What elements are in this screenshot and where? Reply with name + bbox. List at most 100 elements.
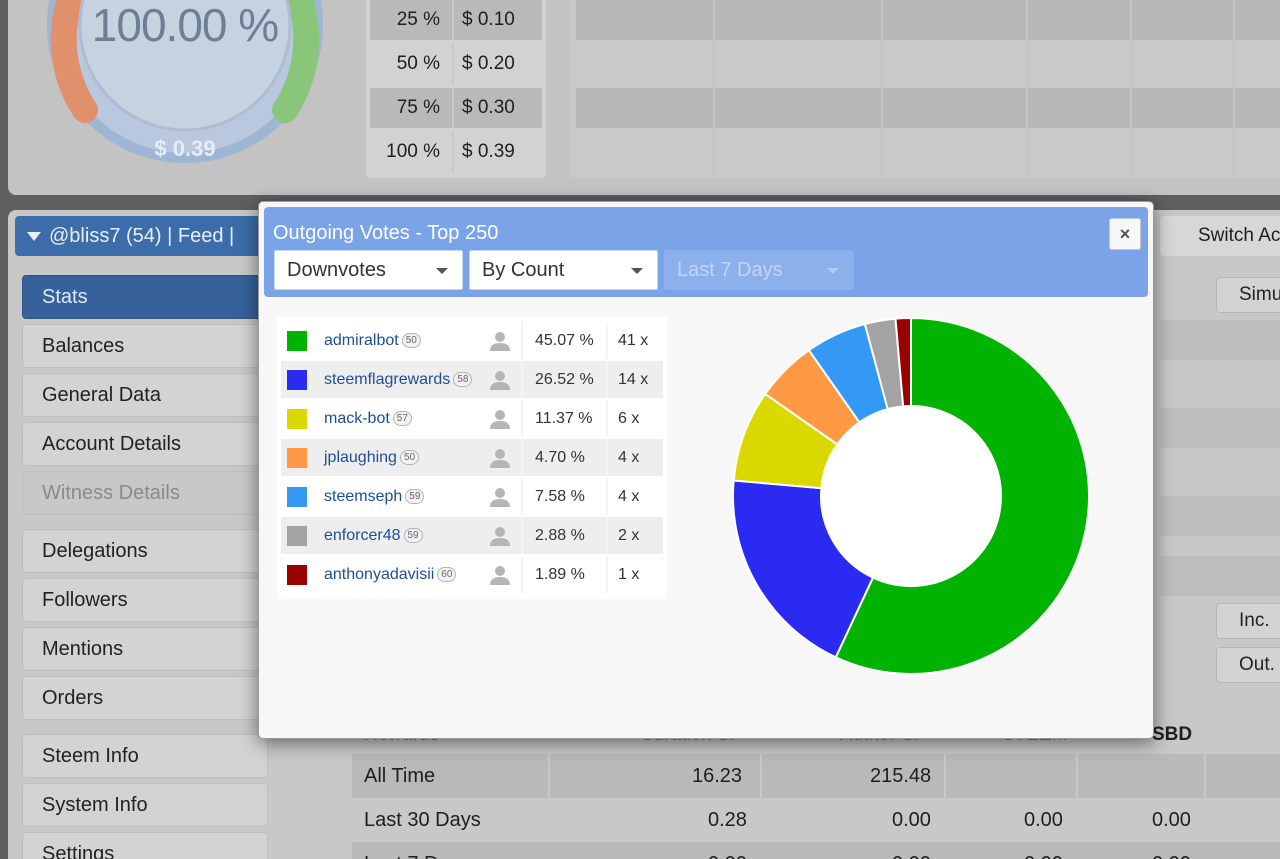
table-row: admiralbot 50 45.07 % 41 x — [281, 322, 663, 359]
table-row: anthonyadavisii 60 1.89 % 1 x — [281, 556, 663, 593]
nav-item-account-details[interactable]: Account Details — [22, 422, 268, 466]
incoming-button[interactable]: Inc. — [1216, 603, 1280, 639]
vote-percent: 26.52 % — [535, 371, 594, 388]
vote-percent: 50 % — [370, 44, 454, 84]
sort-select[interactable]: By Count — [469, 250, 658, 290]
color-swatch — [287, 331, 307, 351]
nav-item-mentions[interactable]: Mentions — [22, 627, 268, 671]
nav-item-stats[interactable]: Stats — [22, 275, 268, 319]
account-link[interactable]: steemflagrewards 58 — [324, 371, 473, 389]
nav-item-witness-details: Witness Details — [22, 471, 268, 515]
table-row — [1160, 408, 1280, 448]
reputation-badge: 50 — [399, 450, 420, 466]
nav-item-system-info[interactable]: System Info — [22, 783, 268, 827]
switch-account-button[interactable]: Switch Ac — [1160, 216, 1280, 256]
nav-item-orders[interactable]: Orders — [22, 676, 268, 720]
curation-sp: 0.28 — [708, 809, 747, 831]
color-swatch — [287, 487, 307, 507]
donut-slice-anthonyadavisii[interactable] — [894, 316, 912, 408]
cell-divider — [521, 556, 523, 593]
outgoing-button[interactable]: Out. — [1216, 647, 1280, 683]
vote-count: 4 x — [618, 488, 640, 505]
column-divider — [1130, 0, 1132, 178]
user-icon[interactable] — [489, 564, 511, 586]
user-icon[interactable] — [489, 330, 511, 352]
reputation-badge: 59 — [405, 489, 425, 505]
top-right-table — [570, 0, 1280, 178]
table-row — [1160, 496, 1280, 536]
donut-slice-admiralbot[interactable] — [834, 316, 1090, 675]
vote-count: 6 x — [618, 410, 640, 427]
account-name: anthonyadavisii — [324, 566, 435, 583]
vote-percent: 7.58 % — [535, 488, 585, 505]
color-swatch — [287, 526, 307, 546]
account-link[interactable]: jplaughing 50 — [324, 449, 420, 467]
cell-divider — [521, 322, 523, 359]
vote-count: 14 x — [618, 371, 649, 388]
sbd: 0.00 — [1152, 842, 1191, 859]
nav-item-settings[interactable]: Settings — [22, 832, 268, 859]
vote-value-row: 100 % $ 0.39 — [370, 132, 542, 172]
column-header: SBD — [1152, 724, 1193, 745]
vote-type-select[interactable]: Downvotes — [274, 250, 463, 290]
table-row: jplaughing 50 4.70 % 4 x — [281, 439, 663, 476]
row-label: Last 7 Days — [364, 842, 470, 859]
reputation-badge: 59 — [403, 528, 423, 544]
donut-slice-steemflagrewards[interactable] — [732, 479, 875, 659]
account-link[interactable]: admiralbot 50 — [324, 332, 421, 350]
steem: 0.00 — [1024, 842, 1063, 859]
row-label: Last 30 Days — [364, 809, 481, 831]
nav-item-general-data[interactable]: General Data — [22, 373, 268, 417]
column-divider — [713, 0, 715, 178]
vote-value-table: 25 % $ 0.10 50 % $ 0.20 75 % $ 0.30 100 … — [366, 0, 546, 178]
reputation-badge: 50 — [401, 333, 421, 349]
nav-item-followers[interactable]: Followers — [22, 578, 268, 622]
cell-divider — [760, 754, 762, 798]
vote-percent: 25 % — [370, 0, 454, 40]
user-icon[interactable] — [489, 369, 511, 391]
cell-divider — [521, 400, 523, 437]
cell-divider — [606, 361, 608, 398]
color-swatch — [287, 448, 307, 468]
vote-percent: 100 % — [370, 132, 454, 172]
account-link[interactable]: anthonyadavisii 60 — [324, 566, 457, 584]
account-name: admiralbot — [324, 332, 399, 349]
nav-item-balances[interactable]: Balances — [22, 324, 268, 368]
table-row: All Time 16.23 215.48 — [352, 754, 1280, 798]
account-link[interactable]: steemseph 59 — [324, 488, 425, 506]
color-swatch — [287, 370, 307, 390]
close-button[interactable]: × — [1109, 218, 1141, 250]
steem: 0.00 — [1024, 809, 1063, 831]
table-row — [1160, 320, 1280, 360]
curation-sp: 16.23 — [692, 765, 743, 787]
cell-divider — [606, 478, 608, 515]
account-name: steemseph — [324, 488, 403, 505]
chevron-down-icon — [631, 268, 643, 274]
nav-item-steem-info[interactable]: Steem Info — [22, 734, 268, 778]
user-icon[interactable] — [489, 408, 511, 430]
user-icon[interactable] — [489, 486, 511, 508]
chevron-down-icon — [827, 268, 839, 274]
account-link[interactable]: mack-bot 57 — [324, 410, 412, 428]
curation-sp: 0.00 — [708, 842, 747, 859]
voting-power-value: 100.00 % — [91, 0, 279, 51]
cell-divider — [521, 439, 523, 476]
column-divider — [1233, 0, 1235, 178]
user-icon[interactable] — [489, 525, 511, 547]
user-icon[interactable] — [489, 447, 511, 469]
vote-percent: 11.37 % — [535, 410, 593, 427]
vote-percent: 75 % — [370, 88, 454, 128]
account-link[interactable]: enforcer48 59 — [324, 527, 423, 545]
cell-divider — [944, 754, 946, 798]
vote-value-row: 75 % $ 0.30 — [370, 88, 542, 128]
table-row — [576, 0, 1280, 40]
simulate-button[interactable]: Simu — [1216, 277, 1280, 313]
vote-percent: 4.70 % — [535, 449, 585, 466]
cell-divider — [606, 322, 608, 359]
nav-item-delegations[interactable]: Delegations — [22, 529, 268, 573]
modal-title: Outgoing Votes - Top 250 — [273, 222, 499, 244]
cell-divider — [606, 556, 608, 593]
table-row: enforcer48 59 2.88 % 2 x — [281, 517, 663, 554]
account-menu-bar[interactable]: @bliss7 (54) | Feed | — [15, 216, 275, 256]
account-menu-label: @bliss7 (54) | Feed | — [49, 225, 235, 247]
